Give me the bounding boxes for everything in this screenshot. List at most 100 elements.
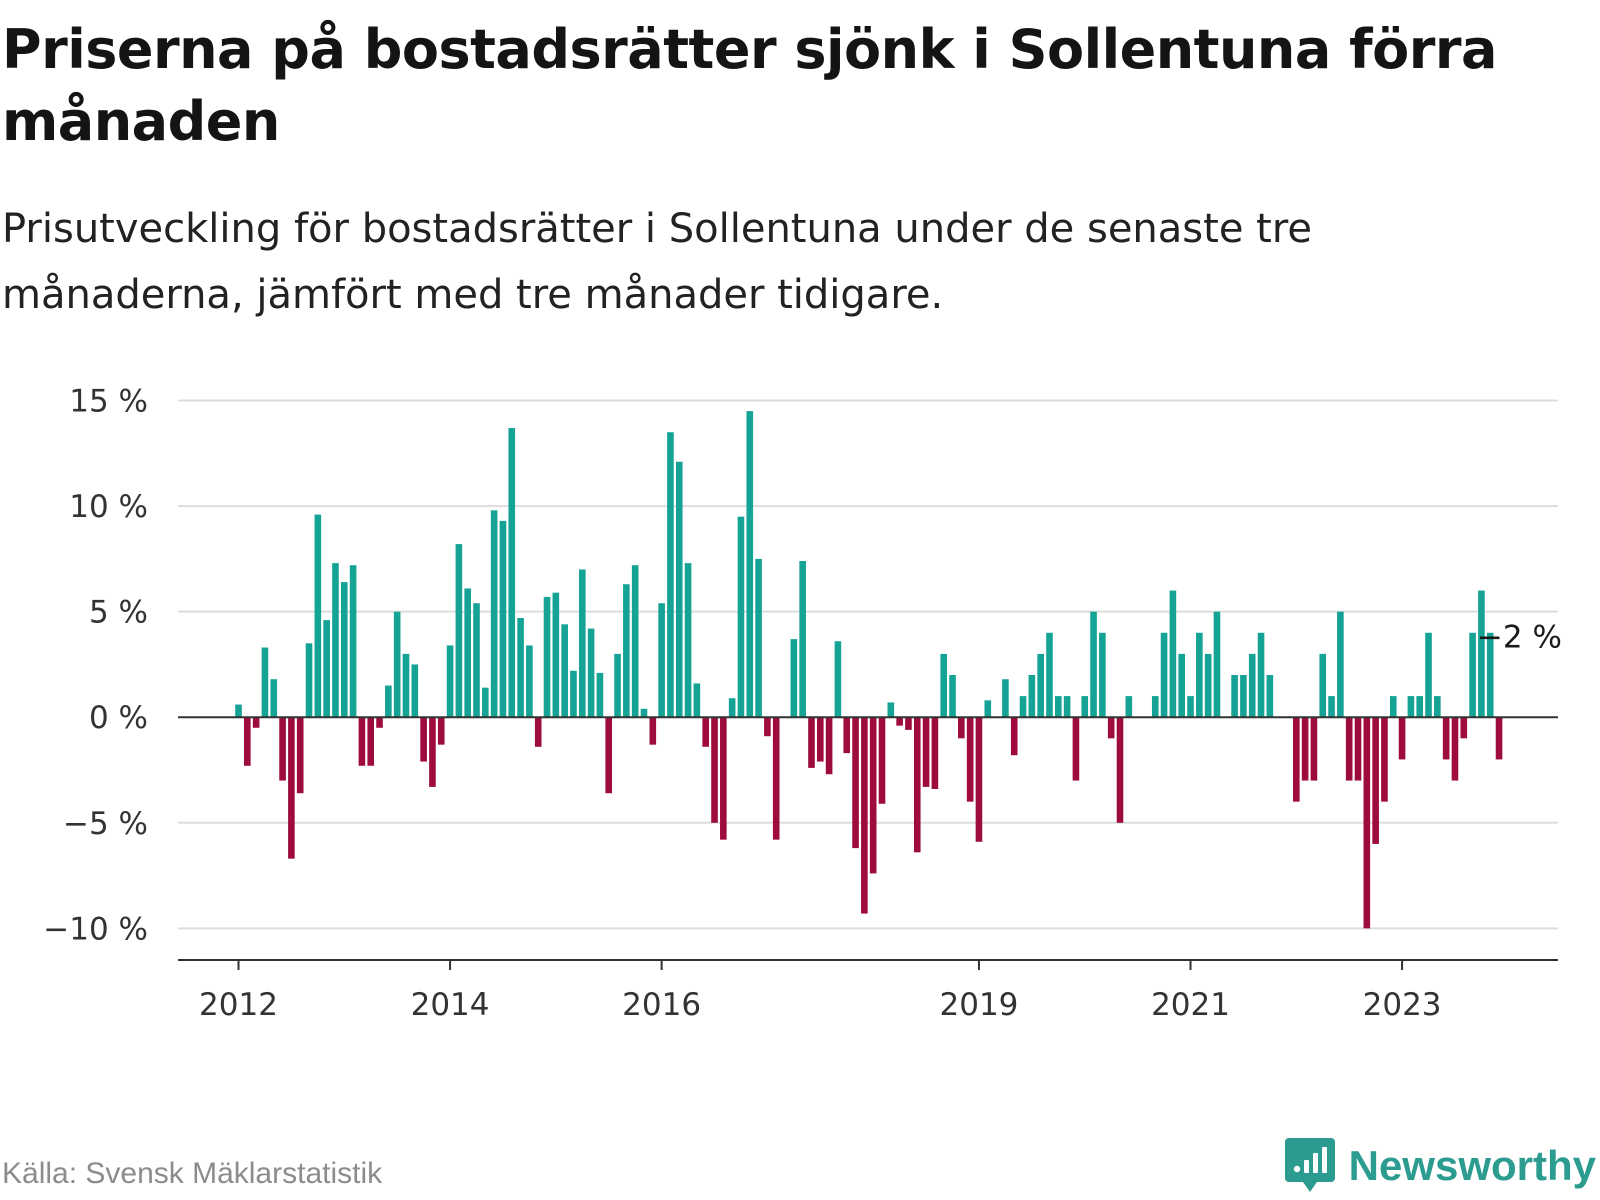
bar — [966, 717, 974, 802]
bar — [649, 717, 657, 745]
bar — [570, 670, 577, 718]
y-tick-label: 0 % — [89, 700, 148, 736]
bar — [913, 717, 921, 853]
bar — [1028, 675, 1036, 718]
bar — [385, 685, 392, 718]
bar — [411, 664, 419, 718]
bar — [323, 620, 330, 718]
gridlines — [178, 399, 1558, 930]
bar — [790, 639, 798, 718]
x-tick-label: 2014 — [411, 987, 490, 1020]
bars — [235, 411, 1503, 929]
bar — [393, 611, 401, 718]
bar — [1160, 632, 1168, 718]
axes — [178, 716, 1558, 961]
bar — [640, 708, 648, 718]
bar — [279, 717, 286, 781]
bar — [596, 672, 604, 718]
bar — [1416, 696, 1424, 718]
bar — [631, 565, 639, 718]
bar — [429, 717, 436, 787]
bar — [1460, 717, 1468, 739]
bar — [614, 653, 621, 718]
bar-chart: 15 % 10 % 5 % 0 % −5 % −10 % 2012 2014 2016 2019… — [43, 384, 1562, 1020]
x-tick-label: 2012 — [199, 987, 278, 1020]
bar — [1125, 696, 1133, 718]
bar — [1451, 717, 1459, 781]
bar — [1442, 717, 1450, 760]
y-tick-label: 10 % — [69, 489, 148, 525]
bar — [658, 603, 665, 718]
bar — [1019, 696, 1027, 718]
bar — [852, 717, 859, 849]
bar — [270, 679, 278, 718]
bar — [552, 592, 560, 718]
x-axis-tick-labels: 2012 2014 2016 2019 2021 2023 — [199, 960, 1442, 1020]
last-value-label: −2 % — [1477, 620, 1562, 656]
chart-title: Priserna på bostadsrätter sjönk i Sollen… — [2, 18, 1497, 153]
bar — [1310, 717, 1318, 781]
bar — [949, 675, 956, 718]
bar — [446, 645, 454, 718]
bar — [543, 596, 551, 718]
bar — [667, 432, 674, 718]
bar — [878, 717, 886, 804]
bar — [340, 582, 348, 718]
bar — [1337, 611, 1344, 718]
bar — [816, 717, 824, 762]
bar — [1398, 717, 1406, 760]
bar — [1469, 632, 1476, 718]
bar — [931, 717, 939, 789]
bar — [1345, 717, 1353, 781]
bar — [711, 717, 718, 823]
brand-logo: Newsworthy — [1284, 1138, 1596, 1194]
bar — [623, 584, 630, 718]
bar — [402, 653, 410, 718]
annotations: −2 % — [1477, 620, 1562, 656]
bar — [1266, 675, 1274, 718]
y-tick-label: 15 % — [69, 384, 148, 420]
y-tick-label: −5 % — [63, 806, 148, 842]
bar — [367, 717, 375, 766]
bar — [235, 704, 242, 718]
bar — [464, 588, 471, 718]
bar — [305, 643, 313, 718]
bar — [1372, 717, 1379, 844]
bar — [349, 565, 357, 718]
bar — [1151, 696, 1159, 718]
bar — [958, 717, 965, 739]
x-tick-label: 2023 — [1363, 987, 1442, 1020]
bar — [799, 561, 806, 718]
bar — [1293, 717, 1300, 802]
bar — [1354, 717, 1362, 781]
bar — [693, 683, 701, 718]
bar — [1319, 653, 1327, 718]
bar — [896, 717, 903, 726]
bar — [984, 700, 992, 718]
brand-name: Newsworthy — [1348, 1142, 1596, 1189]
x-tick-label: 2016 — [622, 987, 701, 1020]
bar — [1116, 717, 1124, 823]
bar — [1178, 653, 1185, 718]
bar — [508, 428, 516, 718]
bar — [1037, 653, 1044, 718]
y-axis-tick-labels: 15 % 10 % 5 % 0 % −5 % −10 % — [43, 384, 148, 948]
bar — [764, 717, 771, 737]
bar — [605, 717, 613, 794]
bar — [1248, 653, 1256, 718]
bar — [1495, 717, 1503, 760]
bar — [702, 717, 709, 747]
chart-subtitle: Prisutveckling för bostadsrätter i Solle… — [2, 206, 1312, 318]
bar — [1107, 717, 1115, 739]
bar — [834, 641, 842, 718]
bar — [755, 558, 762, 718]
bar — [455, 544, 463, 718]
bar — [720, 717, 727, 840]
bar — [517, 618, 524, 718]
bar — [1187, 696, 1194, 718]
bar — [1204, 653, 1212, 718]
bar — [1196, 632, 1203, 718]
bar — [1231, 675, 1238, 718]
bar — [534, 717, 542, 747]
bar — [296, 717, 304, 794]
